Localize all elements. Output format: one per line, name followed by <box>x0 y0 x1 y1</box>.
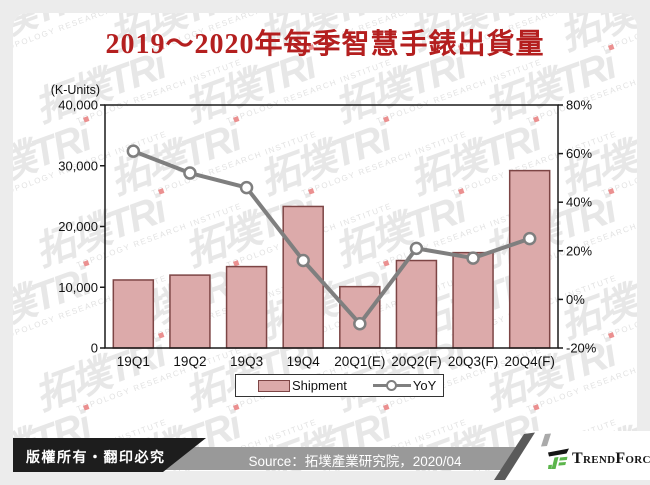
yoy-legend-marker <box>372 379 411 392</box>
footer-banner <box>13 431 650 480</box>
svg-text:10,000: 10,000 <box>58 280 98 295</box>
yoy-legend-label: YoY <box>412 378 437 393</box>
copyright-ribbon <box>13 438 206 472</box>
svg-text:0: 0 <box>91 341 98 356</box>
source-text: Source：拓墣產業研究院，2020/04 <box>248 454 462 469</box>
shipment-legend-label: Shipment <box>292 378 347 393</box>
svg-text:20Q2(F): 20Q2(F) <box>391 354 441 369</box>
svg-text:40%: 40% <box>566 195 592 210</box>
trendforce-logo-icon <box>548 448 569 469</box>
svg-text:20,000: 20,000 <box>58 219 98 234</box>
svg-text:20Q1(E): 20Q1(E) <box>334 354 385 369</box>
svg-text:30,000: 30,000 <box>58 158 98 173</box>
svg-text:19Q4: 19Q4 <box>287 354 321 369</box>
svg-text:-20%: -20% <box>566 341 597 356</box>
brand-plate-stripe-dark <box>494 432 535 480</box>
shipment-legend-swatch <box>258 379 290 392</box>
chart-legend: Shipment YoY <box>235 374 444 397</box>
svg-text:19Q2: 19Q2 <box>173 354 206 369</box>
brand-plate-stripe-light <box>541 433 551 447</box>
svg-text:20Q3(F): 20Q3(F) <box>448 354 498 369</box>
chart-title: 2019～2020年每季智慧手錶出貨量 <box>105 29 545 60</box>
svg-text:80%: 80% <box>566 98 592 113</box>
svg-text:40,000: 40,000 <box>58 98 98 113</box>
svg-text:19Q1: 19Q1 <box>117 354 150 369</box>
svg-text:19Q3: 19Q3 <box>230 354 263 369</box>
svg-text:60%: 60% <box>566 146 592 161</box>
svg-text:0%: 0% <box>566 292 585 307</box>
brand-plate <box>498 431 650 480</box>
shipment-yoy-chart: 40,000 30,000 20,000 10,000 0 80% 60% 40% 20% 0% -… <box>51 83 597 369</box>
svg-text:(K-Units): (K-Units) <box>51 83 100 97</box>
trendforce-wordmark: TrendForce <box>572 450 650 467</box>
copyright-text: 版權所有‧翻印必究 <box>26 449 166 465</box>
svg-text:20%: 20% <box>566 243 592 258</box>
svg-text:20Q4(F): 20Q4(F) <box>505 354 555 369</box>
